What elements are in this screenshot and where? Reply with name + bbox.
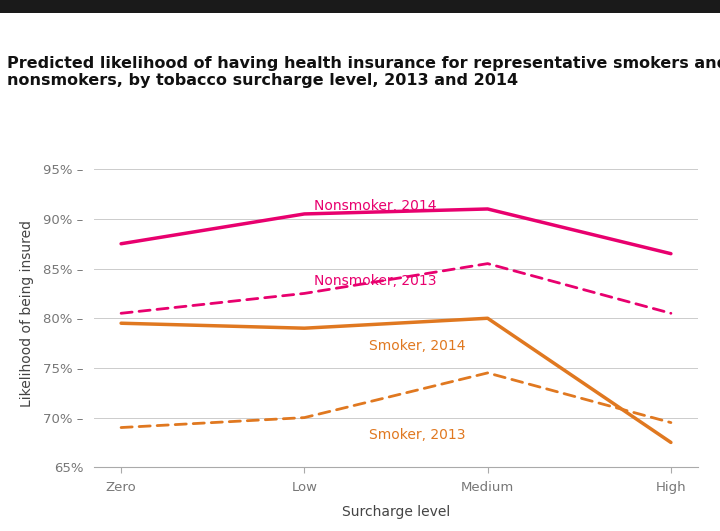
Y-axis label: Likelihood of being insured: Likelihood of being insured bbox=[20, 220, 35, 407]
Text: Nonsmoker, 2014: Nonsmoker, 2014 bbox=[313, 199, 436, 213]
Text: Smoker, 2014: Smoker, 2014 bbox=[369, 339, 465, 353]
Text: Smoker, 2013: Smoker, 2013 bbox=[369, 429, 465, 442]
Text: Predicted likelihood of having health insurance for representative smokers and
n: Predicted likelihood of having health in… bbox=[7, 56, 720, 88]
X-axis label: Surcharge level: Surcharge level bbox=[342, 506, 450, 519]
Text: Nonsmoker, 2013: Nonsmoker, 2013 bbox=[313, 273, 436, 287]
